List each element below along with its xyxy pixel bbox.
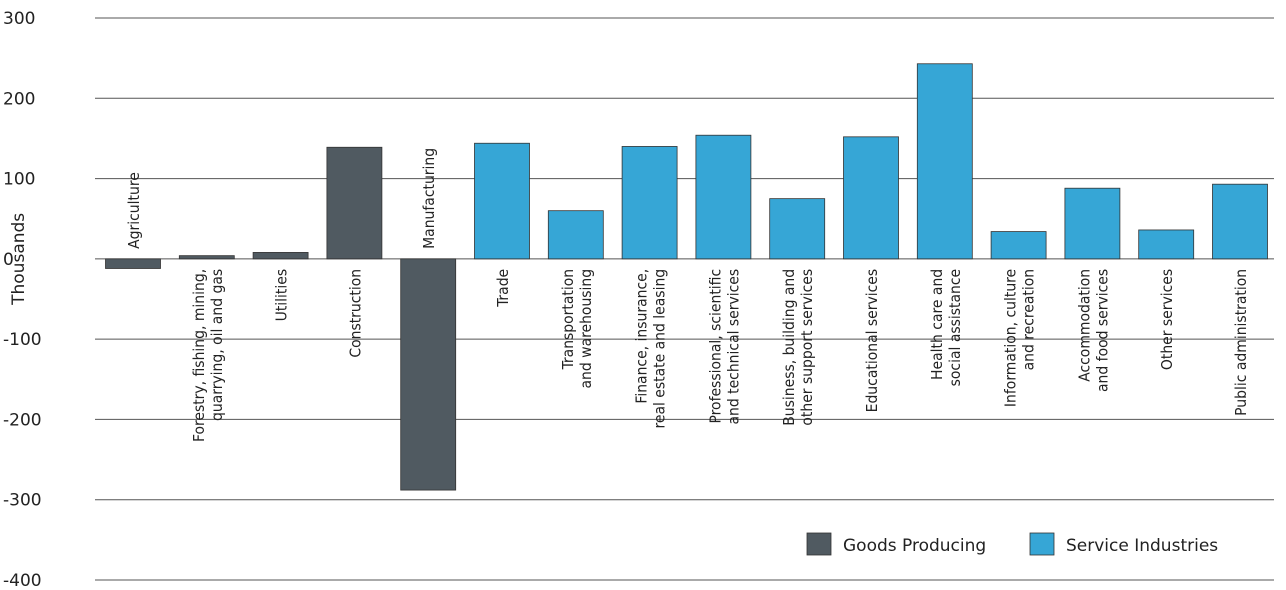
y-tick-labels: 300 200 100 0 -100 -200 -300 -400 [3,9,42,590]
legend: Goods Producing Service Industries [806,532,1218,556]
category-label-line: Utilities [273,269,291,322]
legend-label: Service Industries [1066,536,1218,556]
category-label-line: Public administration [1232,269,1250,416]
category-label: Accommodation and food services [1075,269,1111,392]
y-tick-label: -400 [3,571,42,590]
category-label: Utilities [273,269,291,322]
legend-swatch [1029,532,1055,556]
category-label-line: and recreation [1020,269,1038,371]
category-label-line: Professional, scientific [706,269,724,424]
bar [916,63,973,260]
category-label-line: Business, building and [780,269,798,426]
bar [769,198,826,260]
category-label-line: and technical services [724,269,742,425]
legend-swatch [806,532,832,556]
category-label-line: Health care and [928,269,946,380]
bar [843,136,899,260]
category-label-line: Transportation [559,269,577,370]
category-label: Public administration [1232,269,1250,416]
category-label: Forestry, fishing, mining, quarrying, oil… [190,269,226,442]
category-label-line: other support services [798,269,816,426]
category-label-line: Agriculture [125,172,143,249]
bar [695,134,752,260]
category-label-line: Manufacturing [420,148,438,249]
bar [105,258,161,269]
category-label-line: real estate and leasing [651,269,669,429]
legend-label: Goods Producing [843,536,986,556]
bar [474,142,530,260]
bar [621,146,678,260]
category-label-line: Information, culture [1002,269,1020,407]
bar [1064,187,1121,260]
category-label: Business, building and other support serv… [780,269,816,426]
y-tick-label: 200 [3,89,35,109]
category-label: Professional, scientific and technical se… [706,269,742,425]
category-label: Health care and social assistance [928,269,964,387]
y-tick-label: 0 [3,250,14,270]
bar [252,252,309,260]
bar [178,255,235,260]
bar [1138,229,1195,260]
category-label-line: Accommodation [1075,269,1093,382]
category-label-line: Other services [1158,269,1176,370]
category-label-line: and food services [1093,269,1111,392]
category-label-line: Educational services [863,269,881,413]
category-label-line: and warehousing [577,269,595,389]
category-label-line: quarrying, oil and gas [208,269,226,421]
y-tick-label: -200 [3,410,42,430]
category-label: Finance, insurance, real estate and leasi… [633,269,669,429]
category-label: Trade [494,269,512,308]
category-label: Other services [1158,269,1176,370]
category-label: Construction [346,269,364,358]
bar [1212,183,1268,260]
category-label-line: Construction [346,269,364,358]
category-label: Information, culture and recreation [1002,269,1038,407]
category-label: Manufacturing [420,148,438,249]
bar [326,146,383,260]
y-axis-title: Thousands [9,213,29,306]
category-label-line: Forestry, fishing, mining, [190,269,208,442]
category-label: Agriculture [125,172,143,249]
category-label: Transportation and warehousing [559,269,595,389]
bar [547,210,604,260]
y-tick-label: -300 [3,491,42,511]
category-label: Educational services [863,269,881,413]
y-tick-label: -100 [3,330,42,350]
category-labels: Agriculture Forestry, fishing, mining, qua… [125,148,1250,442]
category-label-line: social assistance [946,269,964,387]
category-label-line: Finance, insurance, [633,269,651,404]
bar [400,258,457,491]
bars [105,63,1268,491]
y-tick-label: 300 [3,9,35,29]
category-label-line: Trade [494,269,512,308]
y-tick-label: 100 [3,170,35,190]
bar [990,231,1047,260]
